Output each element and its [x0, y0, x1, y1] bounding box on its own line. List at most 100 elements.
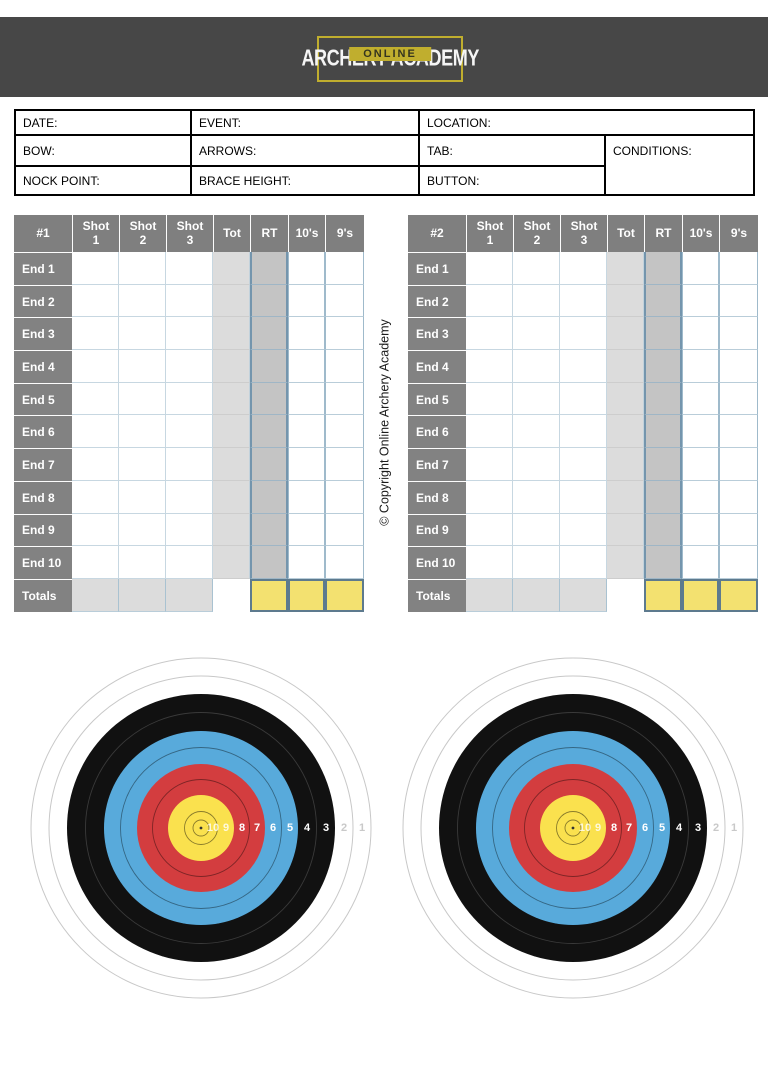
tot-cell[interactable]: [607, 480, 644, 514]
shot-3-cell[interactable]: [166, 448, 213, 481]
rt-cell[interactable]: [250, 382, 288, 416]
tot-cell[interactable]: [213, 252, 250, 285]
shot-2-cell[interactable]: [513, 415, 560, 449]
form-field-bow[interactable]: BOW:: [16, 136, 192, 167]
shot-2-cell[interactable]: [513, 448, 560, 481]
tens-cell[interactable]: [682, 284, 719, 318]
rt-cell[interactable]: [250, 546, 288, 579]
shot-1-cell[interactable]: [466, 284, 513, 318]
form-field-brace-height[interactable]: BRACE HEIGHT:: [192, 167, 420, 194]
nines-cell[interactable]: [719, 350, 758, 383]
totals-shot-2-cell[interactable]: [513, 578, 560, 612]
totals-tot-cell[interactable]: [213, 578, 250, 612]
shot-3-cell[interactable]: [166, 382, 213, 416]
shot-3-cell[interactable]: [560, 480, 607, 514]
shot-1-cell[interactable]: [72, 415, 119, 449]
shot-1-cell[interactable]: [72, 448, 119, 481]
shot-2-cell[interactable]: [119, 317, 166, 351]
totals-rt-cell[interactable]: [250, 578, 288, 612]
shot-2-cell[interactable]: [119, 448, 166, 481]
tot-cell[interactable]: [213, 284, 250, 318]
tot-cell[interactable]: [213, 480, 250, 514]
shot-1-cell[interactable]: [466, 415, 513, 449]
shot-2-cell[interactable]: [119, 350, 166, 383]
tot-cell[interactable]: [607, 546, 644, 579]
rt-cell[interactable]: [644, 513, 682, 547]
shot-2-cell[interactable]: [513, 513, 560, 547]
tot-cell[interactable]: [213, 382, 250, 416]
tens-cell[interactable]: [288, 382, 325, 416]
nines-cell[interactable]: [325, 382, 364, 416]
shot-1-cell[interactable]: [72, 513, 119, 547]
tens-cell[interactable]: [288, 513, 325, 547]
tens-cell[interactable]: [288, 284, 325, 318]
tot-cell[interactable]: [213, 513, 250, 547]
nines-cell[interactable]: [719, 317, 758, 351]
nines-cell[interactable]: [325, 546, 364, 579]
shot-3-cell[interactable]: [166, 513, 213, 547]
totals-shot-1-cell[interactable]: [72, 578, 119, 612]
tens-cell[interactable]: [288, 480, 325, 514]
form-field-button[interactable]: BUTTON:: [420, 167, 606, 194]
rt-cell[interactable]: [250, 448, 288, 481]
totals-tens-cell[interactable]: [682, 578, 719, 612]
tens-cell[interactable]: [288, 546, 325, 579]
shot-3-cell[interactable]: [560, 252, 607, 285]
tot-cell[interactable]: [607, 448, 644, 481]
nines-cell[interactable]: [719, 546, 758, 579]
nines-cell[interactable]: [719, 252, 758, 285]
rt-cell[interactable]: [250, 284, 288, 318]
tens-cell[interactable]: [288, 350, 325, 383]
shot-3-cell[interactable]: [560, 317, 607, 351]
tot-cell[interactable]: [607, 382, 644, 416]
rt-cell[interactable]: [644, 350, 682, 383]
nines-cell[interactable]: [719, 382, 758, 416]
rt-cell[interactable]: [644, 252, 682, 285]
shot-3-cell[interactable]: [560, 382, 607, 416]
tens-cell[interactable]: [682, 513, 719, 547]
nines-cell[interactable]: [719, 448, 758, 481]
shot-3-cell[interactable]: [560, 350, 607, 383]
totals-nines-cell[interactable]: [719, 578, 758, 612]
rt-cell[interactable]: [250, 350, 288, 383]
tot-cell[interactable]: [607, 252, 644, 285]
shot-2-cell[interactable]: [513, 350, 560, 383]
tens-cell[interactable]: [682, 448, 719, 481]
shot-2-cell[interactable]: [119, 252, 166, 285]
shot-3-cell[interactable]: [166, 480, 213, 514]
shot-1-cell[interactable]: [72, 480, 119, 514]
shot-3-cell[interactable]: [166, 546, 213, 579]
shot-3-cell[interactable]: [560, 546, 607, 579]
shot-3-cell[interactable]: [560, 448, 607, 481]
rt-cell[interactable]: [644, 284, 682, 318]
shot-1-cell[interactable]: [72, 317, 119, 351]
tot-cell[interactable]: [607, 317, 644, 351]
nines-cell[interactable]: [325, 513, 364, 547]
shot-3-cell[interactable]: [166, 415, 213, 449]
nines-cell[interactable]: [719, 415, 758, 449]
form-field-location[interactable]: LOCATION:: [420, 111, 753, 136]
shot-2-cell[interactable]: [513, 382, 560, 416]
rt-cell[interactable]: [644, 382, 682, 416]
tot-cell[interactable]: [607, 350, 644, 383]
shot-1-cell[interactable]: [466, 448, 513, 481]
shot-2-cell[interactable]: [513, 546, 560, 579]
totals-nines-cell[interactable]: [325, 578, 364, 612]
totals-tens-cell[interactable]: [288, 578, 325, 612]
shot-2-cell[interactable]: [513, 317, 560, 351]
shot-2-cell[interactable]: [119, 480, 166, 514]
tens-cell[interactable]: [682, 350, 719, 383]
shot-2-cell[interactable]: [119, 382, 166, 416]
totals-rt-cell[interactable]: [644, 578, 682, 612]
rt-cell[interactable]: [644, 317, 682, 351]
form-field-nock-point[interactable]: NOCK POINT:: [16, 167, 192, 194]
tens-cell[interactable]: [682, 415, 719, 449]
shot-3-cell[interactable]: [560, 513, 607, 547]
tot-cell[interactable]: [213, 448, 250, 481]
shot-2-cell[interactable]: [513, 480, 560, 514]
form-field-event[interactable]: EVENT:: [192, 111, 420, 136]
tens-cell[interactable]: [682, 546, 719, 579]
tot-cell[interactable]: [607, 513, 644, 547]
nines-cell[interactable]: [325, 415, 364, 449]
rt-cell[interactable]: [644, 415, 682, 449]
